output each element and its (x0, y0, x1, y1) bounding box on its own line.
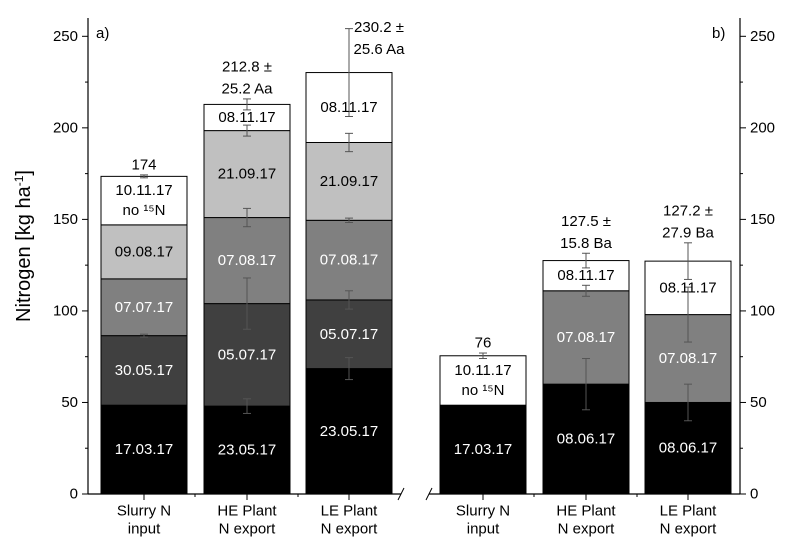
y-tick-label: 50 (750, 394, 767, 411)
y-tick-label: 0 (750, 486, 758, 503)
segment-label: 08.11.17 (557, 267, 614, 284)
segment-label: 30.05.17 (115, 362, 173, 379)
category-label: Slurry N (117, 503, 171, 520)
bars-layer (100, 72, 732, 495)
category-label: N export (321, 521, 379, 538)
category-label: HE Plant (556, 503, 616, 520)
segment-label: 10.11.17 (115, 182, 172, 199)
bar-segment (305, 219, 393, 301)
segment-label: no ¹⁵N (462, 382, 505, 399)
labels-layer: 17.03.17 30.05.17 07.07.17 09.08.17 10.11.17… (115, 19, 717, 537)
segment-label: 09.08.17 (115, 243, 173, 260)
segment-label: 23.05.17 (320, 423, 378, 440)
segment-label: 10.11.17 (454, 362, 511, 379)
category-label: N export (558, 521, 616, 538)
bar-segment (100, 404, 188, 495)
category-label: input (128, 521, 161, 538)
segment-label: 05.07.17 (320, 326, 378, 343)
segment-label: 17.03.17 (115, 441, 173, 458)
bar-segment (100, 335, 188, 406)
axis-break (425, 487, 433, 501)
axes-layer: 0 0 50 50 100 100 150 150 200 200 250 250 Nitrogen [… (12, 18, 775, 503)
total-label: 127.5 ± (561, 213, 611, 230)
category-label: HE Plant (217, 503, 277, 520)
bar-segment (305, 368, 393, 495)
panel-label-b: b) (712, 25, 725, 42)
bar-segment (203, 405, 291, 495)
segment-label: 08.11.17 (659, 279, 716, 296)
category-label: N export (660, 521, 718, 538)
y-tick-label: 0 (70, 486, 78, 503)
segment-label: 08.06.17 (557, 431, 615, 448)
segment-label: 08.06.17 (659, 440, 717, 457)
segment-label: 17.03.17 (454, 441, 512, 458)
total-label: 25.2 Aa (222, 80, 274, 97)
y-tick-label: 100 (750, 302, 775, 319)
total-label: 174 (131, 156, 156, 173)
segment-label: 23.05.17 (218, 442, 276, 459)
panel-label-a: a) (96, 25, 109, 42)
category-label: N export (219, 521, 277, 538)
category-label: Slurry N (456, 503, 510, 520)
segment-label: 08.11.17 (218, 109, 275, 126)
category-label: LE Plant (660, 503, 718, 520)
category-label: input (467, 521, 500, 538)
segment-label: 07.07.17 (115, 299, 173, 316)
segment-label: 08.11.17 (320, 99, 377, 116)
total-label: 212.8 ± (222, 58, 272, 75)
total-label: 127.2 ± (663, 202, 713, 219)
total-label: 27.9 Ba (662, 224, 714, 241)
segment-label: 07.08.17 (218, 252, 276, 269)
error-bars-layer (140, 28, 692, 422)
y-tick-label: 150 (53, 211, 78, 228)
bar-segment (439, 404, 527, 495)
y-tick-label: 200 (750, 119, 775, 136)
bar-segment (100, 175, 188, 226)
y-tick-label: 100 (53, 302, 78, 319)
bar-segment (439, 355, 527, 406)
y-tick-label: 50 (61, 394, 78, 411)
bar-segment (100, 224, 188, 280)
total-label: 230.2 ± (354, 19, 404, 36)
segment-label: 05.07.17 (218, 346, 276, 363)
segment-label: 21.09.17 (218, 166, 276, 183)
total-label: 25.6 Aa (354, 41, 406, 58)
y-tick-label: 250 (53, 28, 78, 45)
segment-label: 07.08.17 (320, 252, 378, 269)
segment-label: 21.09.17 (320, 173, 378, 190)
segment-label: no ¹⁵N (123, 202, 166, 219)
y-tick-label: 250 (750, 28, 775, 45)
segment-label: 07.08.17 (557, 329, 615, 346)
segment-label: 07.08.17 (659, 350, 717, 367)
y-tick-label: 150 (750, 211, 775, 228)
total-label: 15.8 Ba (560, 235, 612, 252)
category-label: LE Plant (321, 503, 379, 520)
axis-break (397, 487, 405, 501)
total-label: 76 (475, 335, 492, 352)
y-axis-label: Nitrogen [kg ha-1] (12, 170, 35, 322)
y-tick-label: 200 (53, 119, 78, 136)
